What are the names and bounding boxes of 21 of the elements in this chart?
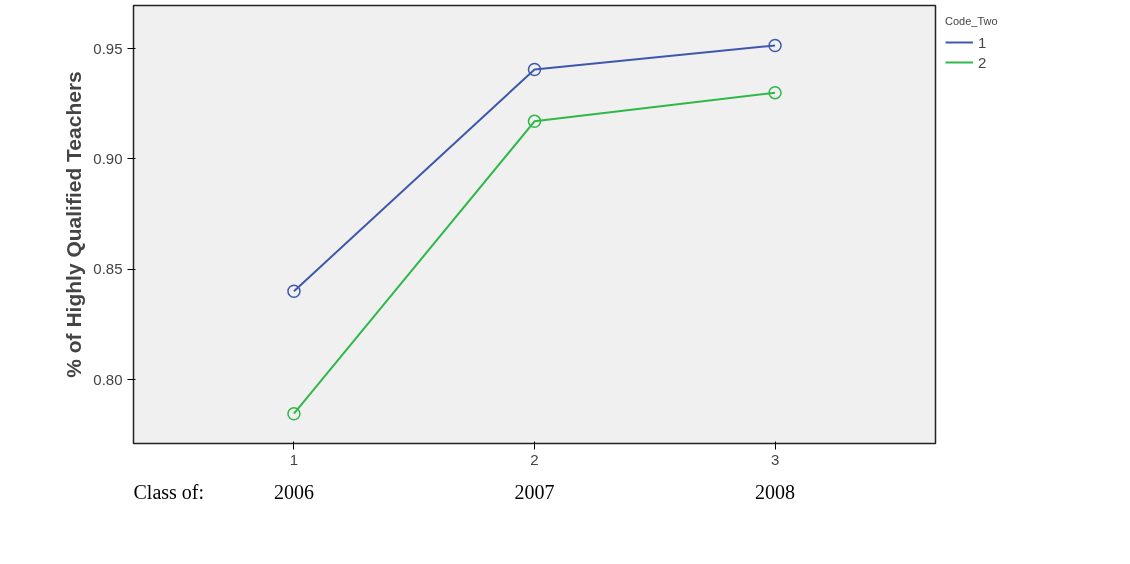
x-tick-label: 3	[770, 450, 780, 468]
y-axis-title: % of Highly Qualified Teachers	[62, 71, 86, 378]
point	[527, 62, 542, 77]
y-tick-label: 0.85	[93, 260, 123, 278]
x-tick-label: 2	[530, 450, 539, 468]
point	[527, 114, 542, 129]
y-tick-label: 0.95	[93, 39, 123, 57]
point	[768, 85, 782, 100]
point	[768, 38, 782, 53]
text: 2006	[273, 480, 314, 503]
legend-label: 1	[978, 33, 988, 51]
legend-title: Code_Two	[945, 15, 998, 27]
point	[287, 284, 301, 298]
text: 2007	[514, 480, 555, 503]
text: 2008	[755, 480, 796, 503]
y-tick-label: 0.90	[93, 149, 123, 167]
point	[287, 406, 301, 421]
text: Class of:	[133, 480, 205, 503]
y-tick-label: 0.80	[93, 370, 123, 388]
x-tick-label: 1	[289, 450, 299, 468]
legend-label: 2	[978, 53, 988, 71]
